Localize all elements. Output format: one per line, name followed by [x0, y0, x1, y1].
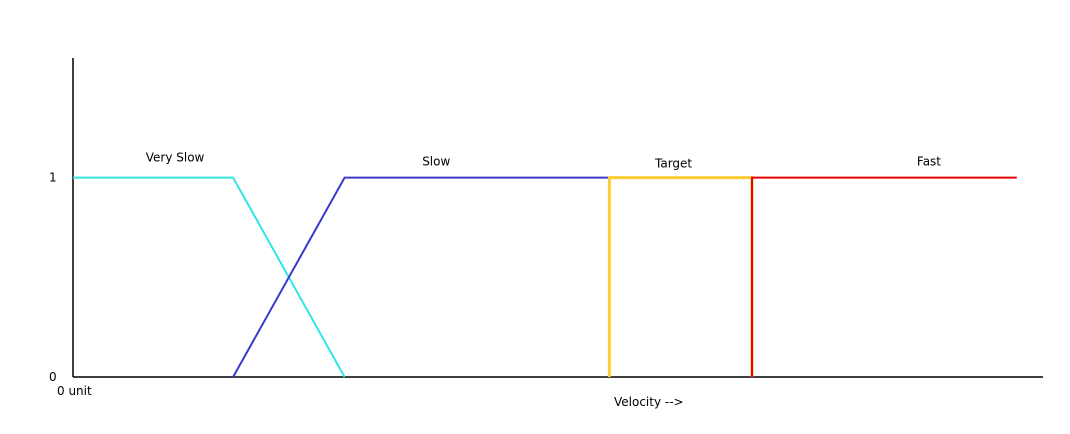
- series-label-fast: Fast: [917, 155, 941, 169]
- series-line-very-slow: [73, 176, 346, 378]
- x-origin-label: 0 unit: [57, 384, 92, 398]
- series-label-very-slow: Very Slow: [146, 151, 205, 165]
- x-axis-label: Velocity -->: [614, 395, 684, 409]
- label-layer: Very Slow Slow Target Fast: [146, 151, 942, 171]
- series-layer: [73, 176, 1017, 378]
- y-tick-label-1: 1: [49, 171, 57, 185]
- y-tick-label-0: 0: [49, 370, 57, 384]
- series-label-target: Target: [654, 157, 692, 171]
- series-line-target: [607, 176, 754, 377]
- series-line-slow: [232, 176, 610, 378]
- series-label-slow: Slow: [422, 155, 450, 169]
- series-line-fast: [751, 176, 1017, 377]
